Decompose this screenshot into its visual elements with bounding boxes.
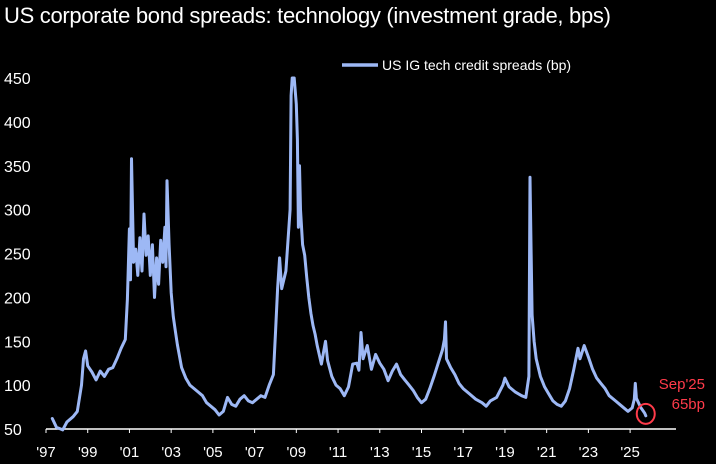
annotation: Sep'25 65bp [635, 376, 705, 425]
x-tick-label: '19 [495, 444, 515, 461]
y-tick-label: 350 [4, 159, 31, 176]
x-tick-label: '13 [370, 444, 390, 461]
x-tick-label: '97 [36, 444, 56, 461]
chart-title: US corporate bond spreads: technology (i… [4, 3, 611, 28]
x-tick-label: '01 [120, 444, 140, 461]
x-tick-label: '05 [203, 444, 223, 461]
y-tick-label: 400 [4, 115, 31, 132]
y-tick-label: 200 [4, 290, 31, 307]
x-tick-label: '99 [78, 444, 98, 461]
y-tick-label: 250 [4, 247, 31, 264]
series-group [50, 76, 648, 432]
y-tick-label: 150 [4, 334, 31, 351]
y-tick-label: 300 [4, 203, 31, 220]
legend: US IG tech credit spreads (bp) [342, 57, 571, 73]
x-tick-label: '09 [287, 444, 307, 461]
y-tick-label: 50 [4, 422, 22, 439]
y-tick-label: 100 [4, 378, 31, 395]
x-tick-label: '07 [245, 444, 265, 461]
x-tick-label: '15 [412, 444, 432, 461]
x-tick-label: '03 [161, 444, 181, 461]
legend-label: US IG tech credit spreads (bp) [382, 57, 571, 73]
x-tick-label: '23 [579, 444, 599, 461]
x-axis-ticks: '97 '99 '01 '03 '05 '07 '09 '11 '13 '15 '17 '19 '21 '… [36, 429, 640, 461]
series-line-0 [50, 76, 648, 432]
y-tick-label: 450 [4, 71, 31, 88]
x-tick-label: '25 [620, 444, 640, 461]
x-tick-label: '17 [453, 444, 473, 461]
x-tick-label: '11 [329, 444, 347, 461]
x-tick-label: '21 [537, 444, 557, 461]
annotation-label: Sep'25 [659, 376, 705, 393]
annotation-circle [635, 402, 656, 425]
annotation-label: 65bp [672, 396, 705, 413]
y-axis-ticks: 50 100 150 200 250 300 350 400 450 [4, 71, 31, 439]
